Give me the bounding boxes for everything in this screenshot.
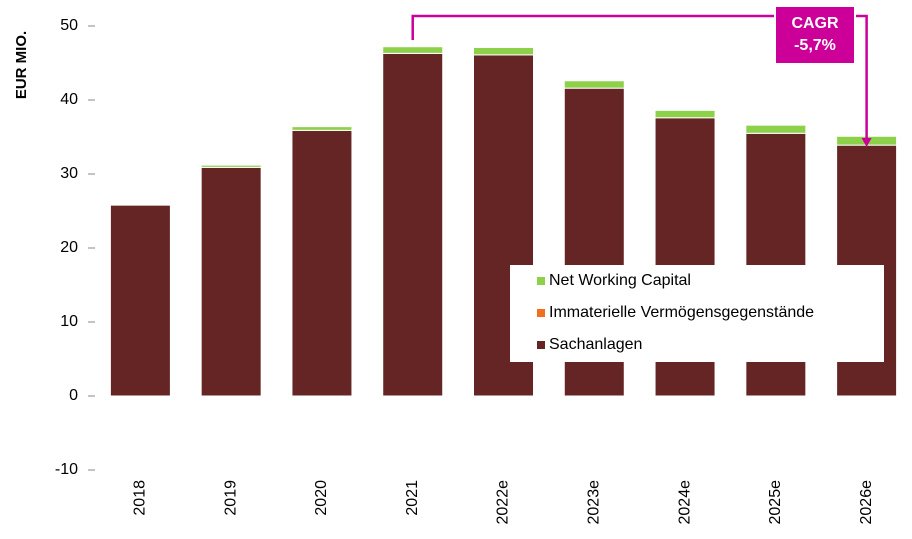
legend-label: Net Working Capital	[549, 272, 691, 289]
y-tick-label: -10	[55, 461, 78, 478]
bar-segment	[291, 129, 353, 397]
x-tick-label: 2020	[313, 480, 330, 516]
legend-label: Sachanlagen	[549, 336, 642, 353]
bar-segment	[200, 166, 262, 397]
bar-segment	[563, 80, 625, 89]
bar-segment	[382, 46, 444, 54]
x-tick-label: 2018	[132, 480, 149, 516]
legend-swatch	[537, 277, 545, 285]
y-tick-label: 10	[60, 313, 78, 330]
y-axis-label: EUR MIO.	[13, 31, 30, 99]
bar-segment	[109, 204, 171, 397]
bar-segment	[291, 126, 353, 131]
y-tick-label: 50	[60, 17, 78, 34]
cagr-text: -5,7%	[794, 37, 836, 54]
bar-segment	[382, 52, 444, 397]
legend-box	[510, 265, 884, 362]
y-tick-label: 40	[60, 91, 78, 108]
x-tick-label: 2019	[222, 480, 239, 516]
cagr-bracket	[411, 14, 868, 138]
bar-segment	[200, 164, 262, 168]
bar-segment	[109, 203, 171, 206]
x-tick-label: 2021	[404, 480, 421, 516]
x-tick-label: 2022e	[495, 480, 512, 525]
y-tick-label: 20	[60, 239, 78, 256]
x-tick-label: 2023e	[585, 480, 602, 525]
x-tick-label: 2025e	[767, 480, 784, 525]
cagr-box	[774, 5, 856, 65]
bar-segment	[745, 124, 807, 134]
y-tick-label: 30	[60, 165, 78, 182]
x-tick-label: 2026e	[858, 480, 875, 525]
bar-segment	[654, 109, 716, 119]
bar-segment	[473, 46, 534, 56]
y-tick-label: 0	[69, 387, 78, 404]
legend-swatch	[537, 309, 545, 317]
cagr-text: CAGR	[791, 15, 839, 32]
legend-label: Immaterielle Vermögensgegenstände	[549, 304, 814, 321]
legend-swatch	[537, 341, 545, 349]
x-tick-label: 2024e	[676, 480, 693, 525]
cagr-arrow	[861, 138, 872, 147]
